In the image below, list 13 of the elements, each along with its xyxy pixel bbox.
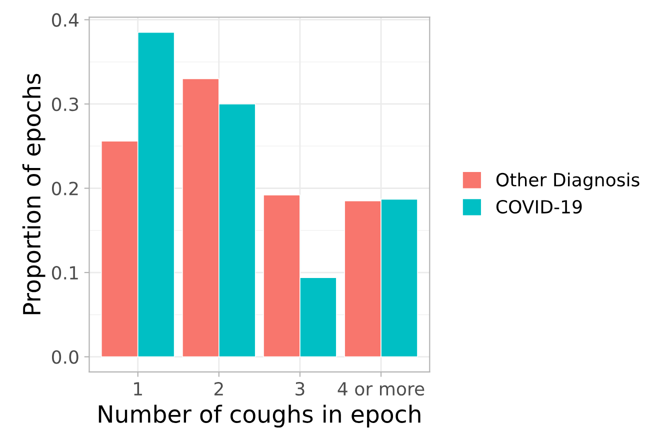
y-tick-label: 0.3: [52, 97, 78, 112]
y-tick-label: 0.0: [52, 350, 78, 364]
legend-label: COVID-19: [496, 200, 582, 214]
x-tick-label: 3: [296, 382, 304, 396]
y-tick-label: 0.2: [52, 182, 78, 196]
y-axis-title: Proportion of epochs: [22, 74, 46, 314]
legend-label: Other Diagnosis: [496, 172, 640, 190]
x-axis-title: Number of coughs in epoch: [98, 404, 420, 428]
x-tick-label: 4 or more: [338, 382, 424, 396]
y-tick-label: 0.4: [52, 13, 78, 27]
x-tick-label: 1: [134, 382, 142, 396]
y-tick-label: 0.1: [52, 266, 78, 280]
x-tick-label: 2: [214, 382, 223, 396]
